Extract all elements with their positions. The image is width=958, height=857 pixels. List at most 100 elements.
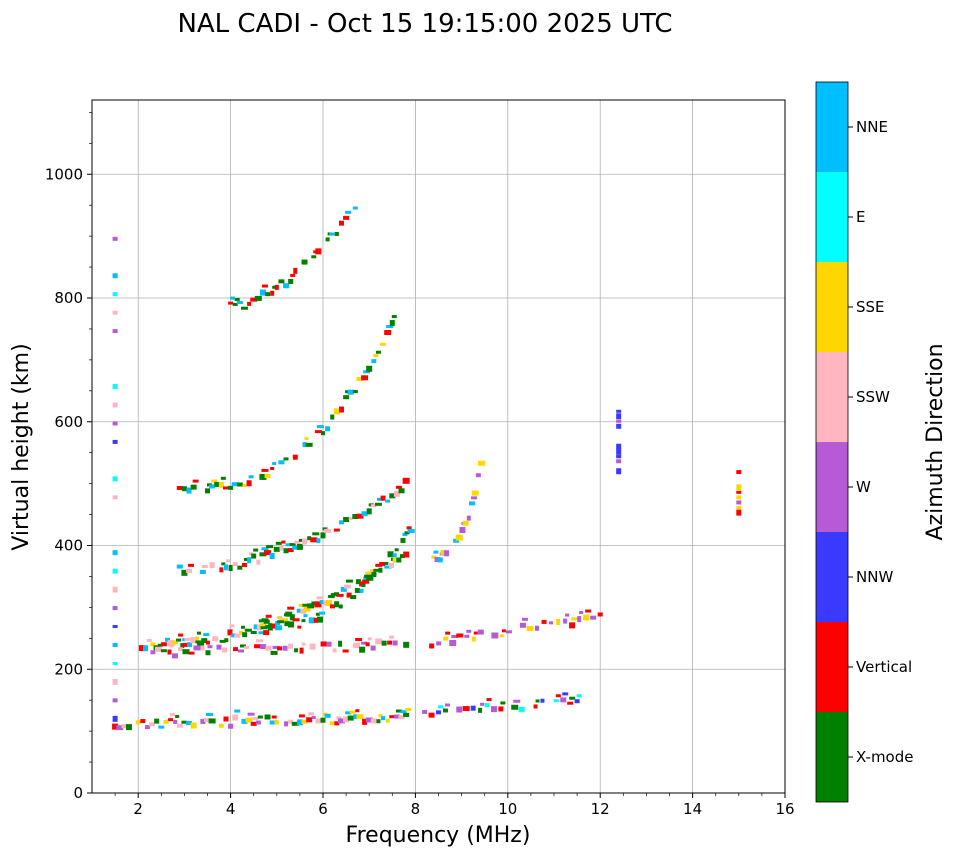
echo-mark	[271, 715, 277, 719]
echo-mark	[375, 563, 383, 567]
echo-mark	[258, 631, 266, 635]
echo-mark	[373, 568, 381, 572]
echo-mark	[500, 701, 506, 705]
echo-mark	[112, 568, 118, 574]
echo-mark	[406, 526, 412, 530]
echo-mark	[303, 606, 311, 612]
echo-mark	[241, 562, 247, 567]
echo-mark	[292, 454, 298, 460]
echo-mark	[288, 643, 294, 649]
echo-mark	[378, 714, 383, 718]
echo-mark	[176, 638, 182, 642]
echo-mark	[308, 617, 315, 624]
echo-mark	[329, 721, 335, 726]
y-axis-ticks: 0 200 400 600 800 1000	[45, 112, 92, 802]
echo-mark	[386, 325, 394, 329]
echo-mark	[303, 614, 308, 618]
echo-mark	[231, 482, 239, 487]
echo-mark	[150, 650, 156, 655]
echo-mark	[158, 725, 165, 729]
echo-mark	[229, 624, 235, 628]
echo-mark	[359, 646, 366, 653]
echo-mark	[205, 488, 210, 494]
echo-mark	[356, 714, 364, 720]
echo-mark	[269, 720, 275, 725]
echo-mark	[289, 543, 296, 547]
echo-mark	[292, 618, 300, 622]
echo-mark	[378, 567, 383, 573]
echo-mark	[265, 645, 272, 651]
echo-mark	[354, 587, 360, 593]
echo-mark	[345, 210, 352, 214]
echo-mark	[314, 430, 322, 434]
echo-mark	[170, 713, 176, 717]
echo-mark	[569, 622, 576, 629]
echo-mark	[518, 706, 525, 712]
y-axis-label: Virtual height (km)	[9, 343, 34, 550]
echo-mark	[304, 437, 309, 441]
echo-mark	[361, 583, 366, 587]
echo-mark	[146, 638, 152, 642]
echo-mark	[498, 706, 504, 712]
echo-mark	[334, 601, 340, 608]
echo-mark	[175, 714, 180, 718]
echo-mark	[192, 479, 199, 483]
echo-mark	[616, 423, 622, 429]
echo-mark	[234, 709, 241, 713]
echo-mark	[112, 236, 118, 241]
echo-mark	[199, 569, 206, 574]
echo-mark	[253, 548, 259, 552]
echo-mark	[343, 395, 350, 400]
echo-mark	[144, 725, 150, 730]
echo-mark	[319, 611, 326, 615]
echo-mark	[499, 634, 504, 638]
echo-mark	[316, 596, 324, 600]
echo-mark	[370, 645, 376, 651]
echo-mark	[248, 475, 254, 479]
echo-mark	[443, 636, 449, 641]
x-tick-label: 2	[133, 800, 143, 818]
echo-mark	[317, 616, 324, 623]
echo-mark	[361, 375, 369, 381]
echo-mark	[274, 284, 279, 290]
echo-mark	[405, 707, 412, 711]
echo-mark	[190, 484, 197, 490]
x-tick-label: 4	[226, 800, 236, 818]
echo-mark	[301, 259, 308, 265]
echo-mark	[480, 702, 485, 706]
y-tick-label: 200	[54, 660, 83, 678]
echo-mark	[389, 493, 396, 499]
echo-mark	[296, 719, 303, 726]
echo-mark	[491, 632, 499, 639]
colorbar-category-label: SSW	[856, 388, 890, 406]
echo-mark	[355, 579, 361, 585]
echo-mark	[352, 206, 358, 210]
echo-mark	[343, 516, 350, 522]
echo-mark	[392, 553, 397, 558]
echo-mark	[214, 481, 220, 487]
echo-mark	[736, 495, 742, 500]
echo-mark	[160, 642, 167, 647]
echo-mark	[473, 631, 478, 635]
echo-mark	[437, 557, 443, 563]
echo-mark	[440, 549, 447, 555]
echo-mark	[259, 289, 266, 296]
echo-mark	[436, 641, 442, 646]
echo-mark	[310, 537, 318, 543]
echo-mark	[247, 557, 252, 564]
echo-mark	[204, 718, 211, 723]
x-tick-label: 14	[683, 800, 702, 818]
echo-mark	[259, 473, 267, 480]
echo-mark	[375, 638, 383, 645]
echo-mark	[112, 625, 118, 629]
echo-mark	[389, 320, 395, 327]
echo-mark	[381, 716, 386, 721]
echo-mark	[355, 637, 363, 641]
colorbar-swatch	[816, 172, 848, 262]
echo-mark	[244, 628, 252, 632]
echo-mark	[296, 608, 303, 613]
echo-mark	[112, 661, 118, 665]
echo-mark	[597, 612, 603, 617]
echo-mark	[616, 468, 622, 475]
echo-mark	[352, 513, 359, 519]
